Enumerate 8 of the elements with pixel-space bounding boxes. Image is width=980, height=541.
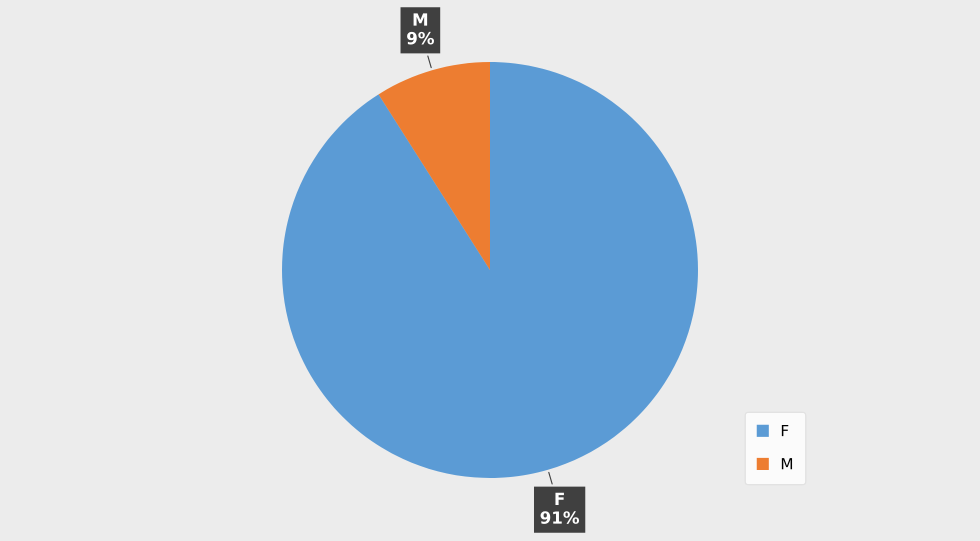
pie-slice (282, 62, 698, 478)
pie-slice (378, 62, 490, 270)
legend-label: M (782, 458, 792, 470)
slice-label: M (414, 13, 428, 26)
legend-label: F (782, 425, 788, 436)
slice-label: F (555, 492, 564, 505)
data-label: 9% (407, 32, 434, 44)
data-label: 91% (540, 511, 580, 524)
